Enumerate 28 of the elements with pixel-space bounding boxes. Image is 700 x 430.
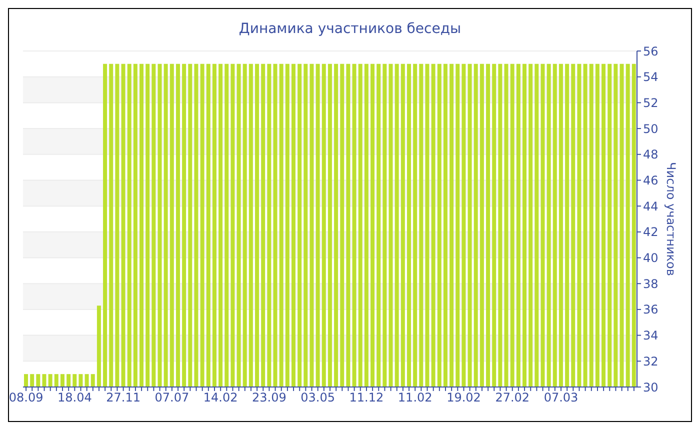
x-tick-label: 19.02 xyxy=(446,390,481,405)
x-tick-label: 11.02 xyxy=(398,390,432,405)
y2-tick-label: 48 xyxy=(643,148,658,162)
y2-tick-label: 40 xyxy=(643,251,658,266)
x-tick-label: 11.12 xyxy=(349,390,384,405)
y2-tick-label: 56 xyxy=(643,44,658,58)
y2-tick-label: 30 xyxy=(643,380,658,394)
x-tick-label: 08.09 xyxy=(8,390,44,405)
x-tick-label: 14.02 xyxy=(203,390,238,405)
y2-tick-label: 32 xyxy=(643,354,658,368)
y2-tick-label: 44 xyxy=(643,199,658,214)
y2-tick-label: 38 xyxy=(643,276,658,291)
y2-tick-label: 36 xyxy=(643,302,658,317)
y2-tick-label: 34 xyxy=(643,328,658,343)
chart-title: Динамика участников беседы xyxy=(238,20,462,39)
x-tick-label: 07.07 xyxy=(154,390,190,405)
y2-tick-label: 54 xyxy=(643,70,658,84)
y2-tick-label: 52 xyxy=(643,96,658,110)
y2-tick-label: 46 xyxy=(643,173,658,188)
x-tick-label: 23.09 xyxy=(252,390,286,405)
x-tick-label: 18.04 xyxy=(57,390,92,405)
x-tick-label: 27.02 xyxy=(495,390,530,405)
x-tick-label: 03.05 xyxy=(300,390,336,405)
y2-tick-label: 50 xyxy=(643,122,658,136)
y2-tick-label: 42 xyxy=(643,225,658,240)
x-tick-label: 27.11 xyxy=(106,390,140,405)
y2-axis-title: Число участников xyxy=(664,162,678,276)
x-tick-label: 07.03 xyxy=(544,390,578,405)
